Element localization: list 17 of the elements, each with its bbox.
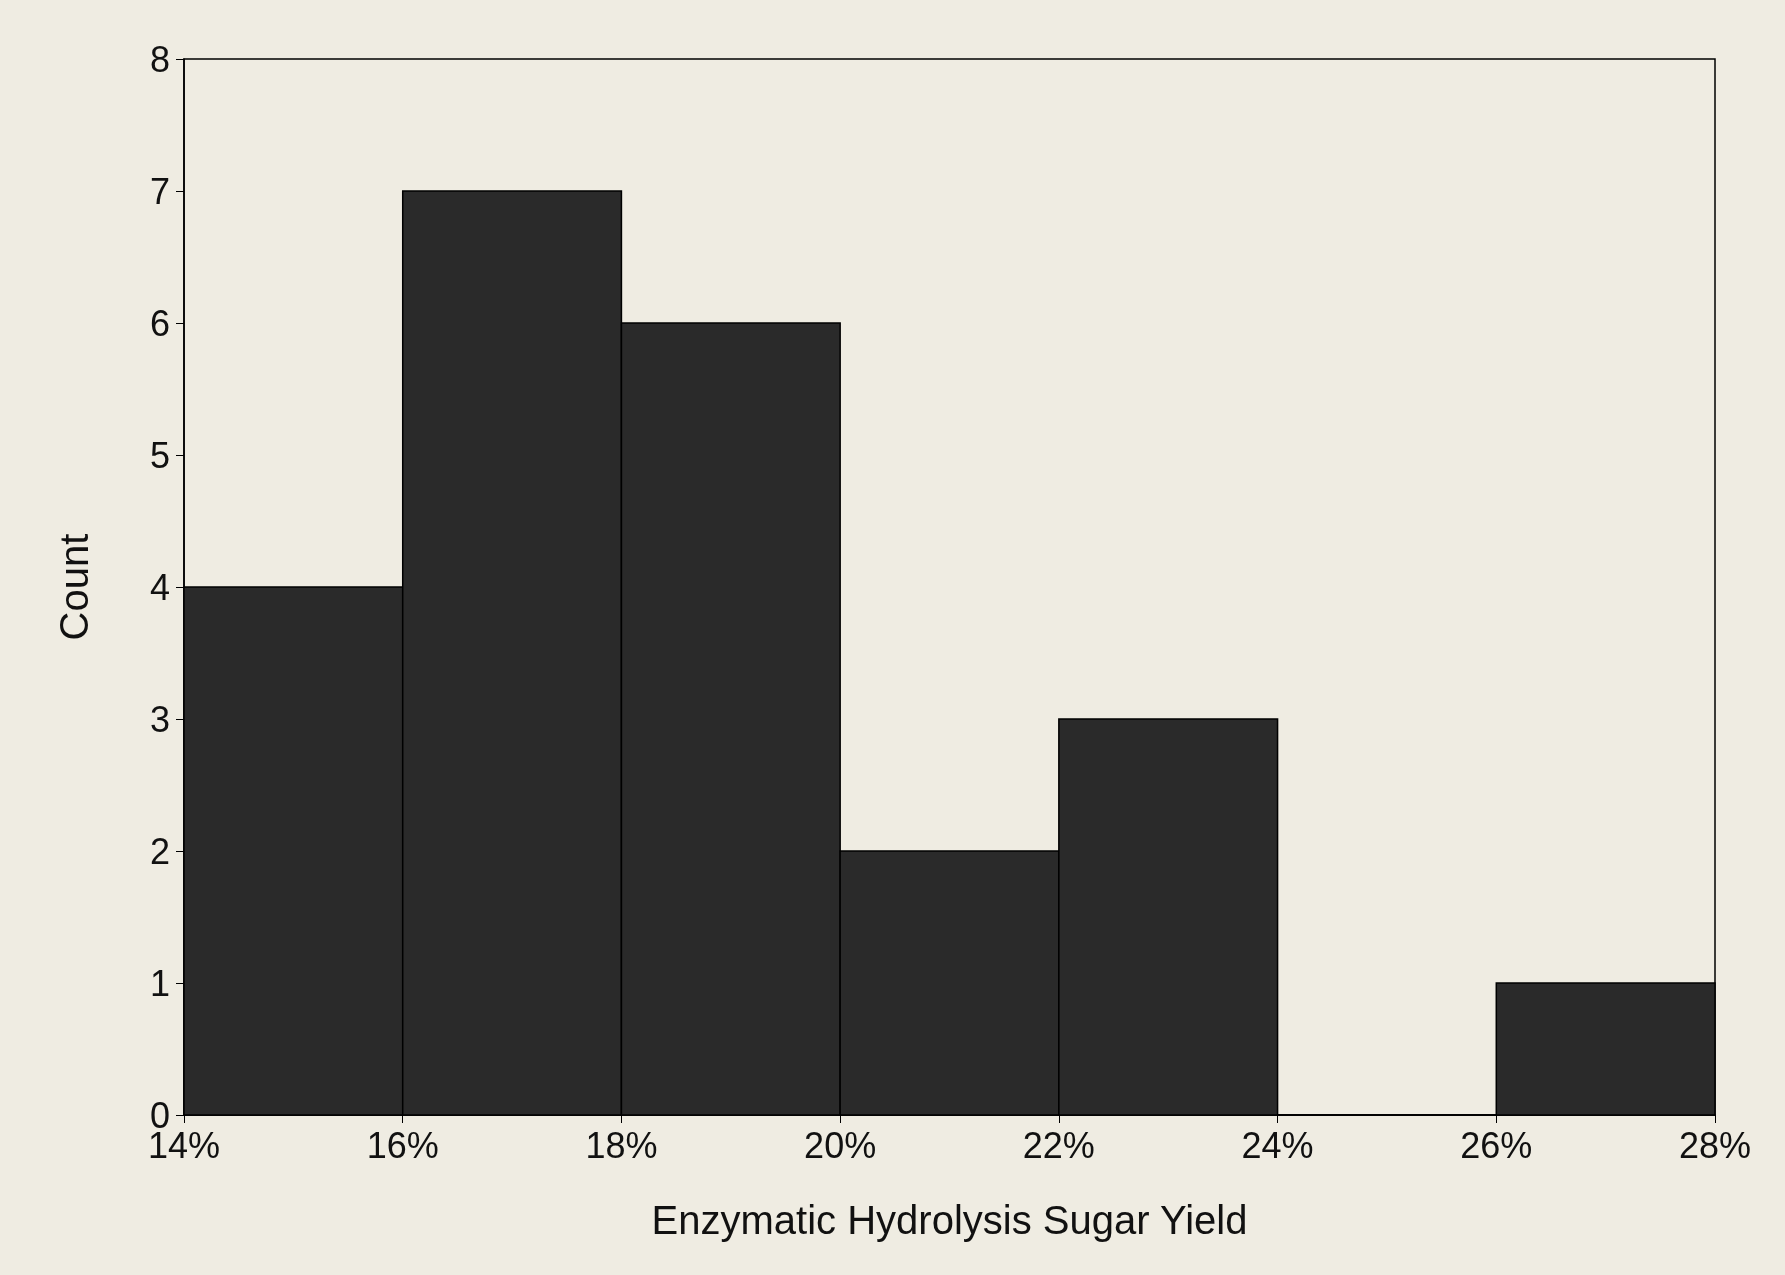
x-tick-label: 16% [366, 1124, 439, 1166]
y-tick-label: 6 [149, 302, 170, 344]
y-tick-label: 3 [149, 698, 170, 740]
y-tick-label: 2 [149, 830, 170, 872]
y-tick-label: 8 [149, 38, 170, 80]
y-axis-title: Count [52, 533, 96, 641]
x-tick-label: 24% [1241, 1124, 1314, 1166]
x-tick-label: 18% [585, 1124, 658, 1166]
y-tick-label: 1 [149, 962, 170, 1004]
x-tick-label: 26% [1460, 1124, 1533, 1166]
x-tick-label: 20% [804, 1124, 877, 1166]
x-tick-label: 28% [1678, 1124, 1752, 1166]
x-tick-label: 22% [1022, 1124, 1095, 1166]
x-axis-title: Enzymatic Hydrolysis Sugar Yield [651, 1198, 1248, 1242]
y-tick-label: 4 [149, 566, 170, 608]
y-tick-label: 5 [149, 434, 170, 476]
y-tick-label: 7 [149, 170, 170, 212]
